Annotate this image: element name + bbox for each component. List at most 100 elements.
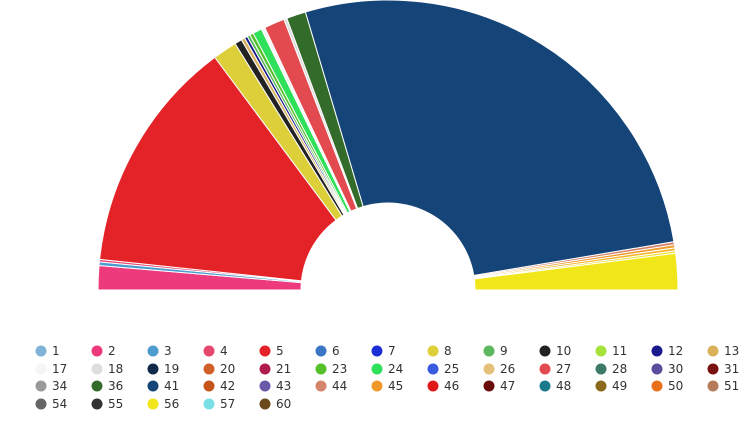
legend-label: 50: [668, 379, 683, 393]
legend-marker: [91, 398, 103, 410]
legend-label: 23: [332, 362, 347, 376]
legend-item-8[interactable]: 8: [427, 344, 452, 358]
legend-item-45[interactable]: 45: [371, 379, 404, 393]
legend-label: 41: [164, 379, 179, 393]
legend-item-17[interactable]: 17: [35, 362, 68, 376]
legend-item-48[interactable]: 48: [539, 379, 572, 393]
legend-label: 48: [556, 379, 571, 393]
legend-item-27[interactable]: 27: [539, 362, 572, 376]
legend-item-6[interactable]: 6: [315, 344, 340, 358]
legend-item-47[interactable]: 47: [483, 379, 516, 393]
legend-label: 46: [444, 379, 459, 393]
legend-item-21[interactable]: 21: [259, 362, 292, 376]
legend-marker: [259, 380, 271, 392]
legend-item-34[interactable]: 34: [35, 379, 68, 393]
legend-marker: [91, 363, 103, 375]
legend-marker: [707, 380, 719, 392]
legend-label: 26: [500, 362, 515, 376]
legend-marker: [315, 380, 327, 392]
legend-marker: [203, 363, 215, 375]
legend-marker: [707, 345, 719, 357]
legend-label: 7: [388, 344, 396, 358]
legend-item-55[interactable]: 55: [91, 397, 124, 411]
legend-item-26[interactable]: 26: [483, 362, 516, 376]
legend-marker: [259, 398, 271, 410]
legend-item-25[interactable]: 25: [427, 362, 460, 376]
legend-item-23[interactable]: 23: [315, 362, 348, 376]
legend-marker: [315, 363, 327, 375]
legend-item-54[interactable]: 54: [35, 397, 68, 411]
legend-item-4[interactable]: 4: [203, 344, 228, 358]
legend-label: 42: [220, 379, 235, 393]
legend-item-20[interactable]: 20: [203, 362, 236, 376]
legend-marker: [483, 380, 495, 392]
legend-item-31[interactable]: 31: [707, 362, 740, 376]
legend-marker: [371, 363, 383, 375]
legend-marker: [371, 380, 383, 392]
legend-item-5[interactable]: 5: [259, 344, 284, 358]
legend-item-10[interactable]: 10: [539, 344, 572, 358]
slice-5[interactable]: [99, 56, 337, 282]
legend-marker: [91, 345, 103, 357]
legend-item-13[interactable]: 13: [707, 344, 740, 358]
legend-item-24[interactable]: 24: [371, 362, 404, 376]
legend-marker: [259, 345, 271, 357]
legend-item-42[interactable]: 42: [203, 379, 236, 393]
legend-item-18[interactable]: 18: [91, 362, 124, 376]
legend-marker: [707, 363, 719, 375]
legend-marker: [203, 398, 215, 410]
legend-label: 9: [500, 344, 508, 358]
legend-label: 21: [276, 362, 291, 376]
legend-marker: [35, 398, 47, 410]
legend-label: 4: [220, 344, 228, 358]
legend-marker: [427, 345, 439, 357]
legend-item-49[interactable]: 49: [595, 379, 628, 393]
legend-marker: [259, 363, 271, 375]
legend-label: 19: [164, 362, 179, 376]
legend-item-44[interactable]: 44: [315, 379, 348, 393]
legend-item-12[interactable]: 12: [651, 344, 684, 358]
legend-item-19[interactable]: 19: [147, 362, 180, 376]
legend-item-2[interactable]: 2: [91, 344, 116, 358]
legend-marker: [595, 345, 607, 357]
legend-item-3[interactable]: 3: [147, 344, 172, 358]
legend-item-9[interactable]: 9: [483, 344, 508, 358]
legend-item-60[interactable]: 60: [259, 397, 292, 411]
legend-item-51[interactable]: 51: [707, 379, 740, 393]
legend-label: 6: [332, 344, 340, 358]
legend-marker: [203, 345, 215, 357]
legend-marker: [91, 380, 103, 392]
legend-marker: [651, 380, 663, 392]
legend-label: 56: [164, 397, 179, 411]
legend-item-41[interactable]: 41: [147, 379, 180, 393]
legend-marker: [147, 345, 159, 357]
legend-item-36[interactable]: 36: [91, 379, 124, 393]
legend-label: 28: [612, 362, 627, 376]
legend-marker: [483, 363, 495, 375]
legend-label: 8: [444, 344, 452, 358]
legend-label: 34: [52, 379, 67, 393]
legend-label: 25: [444, 362, 459, 376]
legend-item-11[interactable]: 11: [595, 344, 628, 358]
legend-item-57[interactable]: 57: [203, 397, 236, 411]
legend-label: 24: [388, 362, 403, 376]
legend-item-30[interactable]: 30: [651, 362, 684, 376]
legend-label: 27: [556, 362, 571, 376]
legend-label: 10: [556, 344, 571, 358]
chart-slices: [97, 0, 679, 291]
legend-label: 30: [668, 362, 683, 376]
legend-label: 47: [500, 379, 515, 393]
slice-41[interactable]: [304, 0, 675, 277]
legend-item-28[interactable]: 28: [595, 362, 628, 376]
legend-item-7[interactable]: 7: [371, 344, 396, 358]
legend-item-50[interactable]: 50: [651, 379, 684, 393]
legend-marker: [595, 380, 607, 392]
legend-label: 57: [220, 397, 235, 411]
legend-item-56[interactable]: 56: [147, 397, 180, 411]
legend-item-1[interactable]: 1: [35, 344, 60, 358]
legend-label: 2: [108, 344, 116, 358]
slice-56[interactable]: [473, 252, 679, 291]
legend-item-43[interactable]: 43: [259, 379, 292, 393]
legend-item-46[interactable]: 46: [427, 379, 460, 393]
